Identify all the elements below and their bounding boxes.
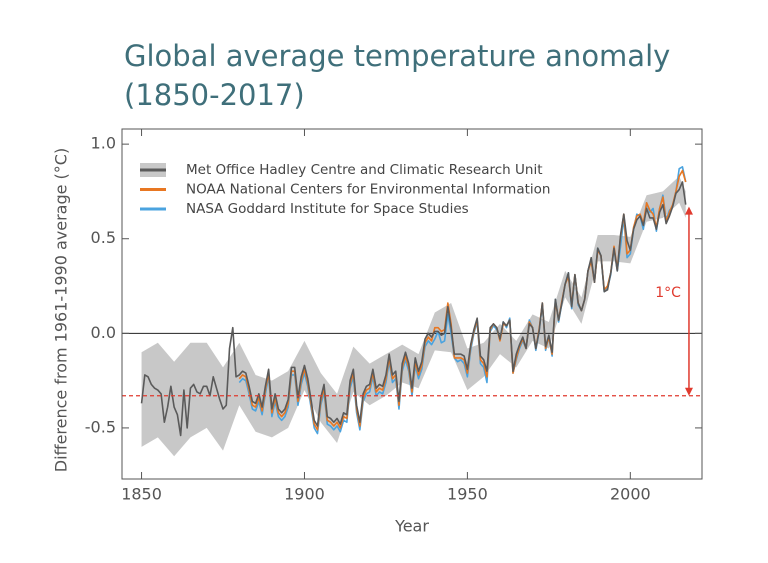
x-axis-label: Year bbox=[394, 517, 429, 536]
chart-title: Global average temperature anomaly bbox=[124, 39, 670, 73]
y-axis-label: Difference from 1961-1990 average (°C) bbox=[52, 148, 71, 472]
annotation-label: 1°C bbox=[655, 285, 681, 301]
plot-frame bbox=[121, 128, 703, 480]
x-tick-label: 1900 bbox=[284, 485, 325, 504]
y-tick-label: -0.5 bbox=[85, 417, 116, 436]
y-tick-label: 0.0 bbox=[91, 323, 116, 342]
legend-label: NASA Goddard Institute for Space Studies bbox=[186, 201, 469, 217]
chart-title: (1850-2017) bbox=[124, 78, 305, 112]
arrow-head bbox=[684, 387, 693, 396]
arrow-head bbox=[684, 206, 693, 215]
uncertainty-band bbox=[141, 176, 686, 457]
x-tick-label: 1950 bbox=[447, 485, 488, 504]
y-tick-label: 0.5 bbox=[91, 228, 116, 247]
y-tick-label: 1.0 bbox=[91, 134, 116, 153]
legend-label: NOAA National Centers for Environmental … bbox=[186, 182, 550, 198]
legend-label: Met Office Hadley Centre and Climatic Re… bbox=[186, 162, 543, 178]
series-line bbox=[140, 181, 687, 437]
x-tick-label: 2000 bbox=[610, 485, 651, 504]
x-tick-label: 1850 bbox=[121, 485, 162, 504]
